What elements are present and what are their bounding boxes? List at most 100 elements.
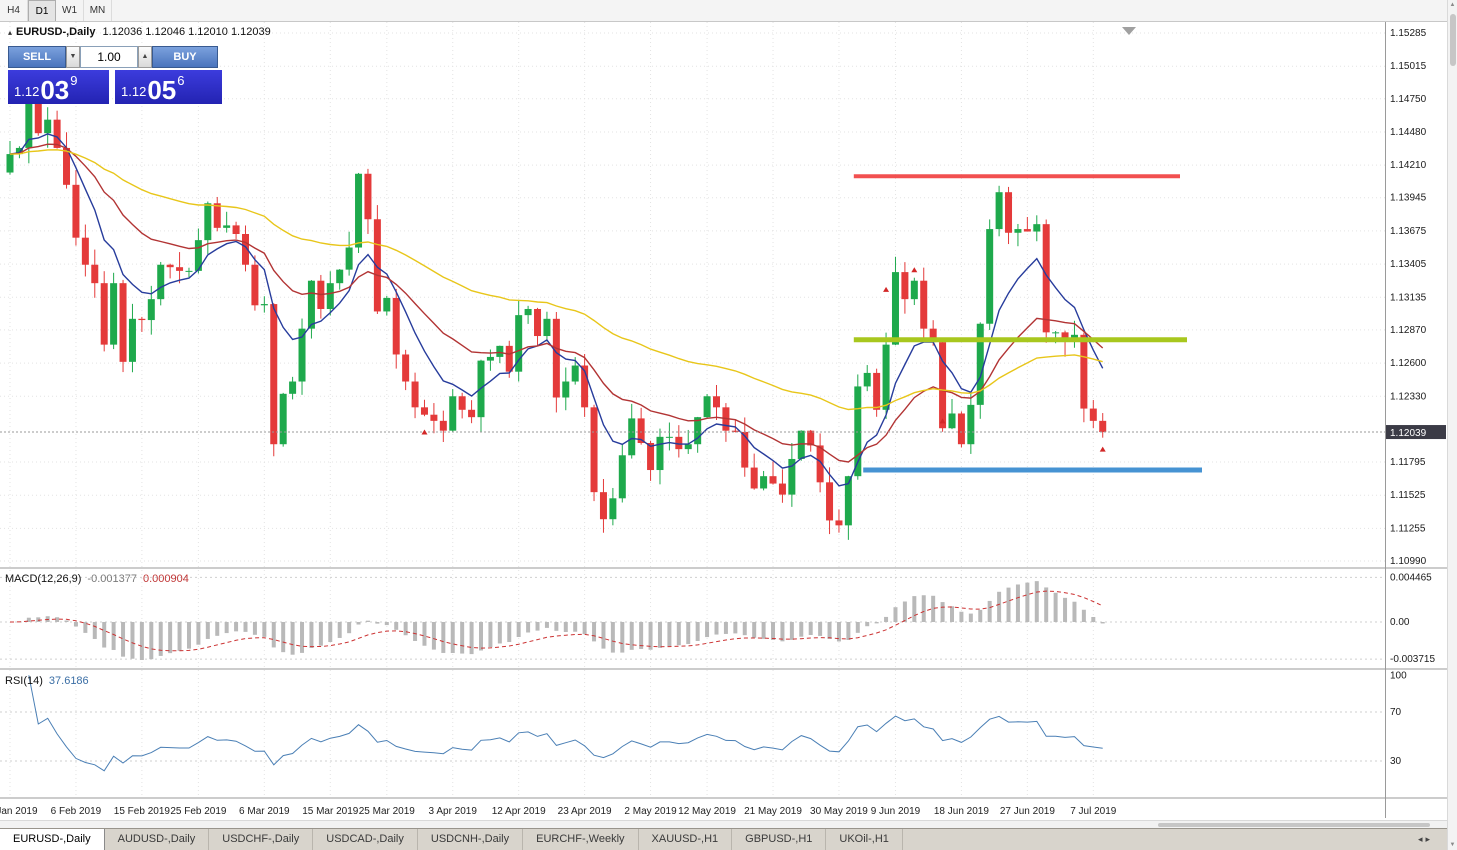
symbol-tab-bar: EURUSD-,Daily AUDUSD-,Daily USDCHF-,Daily U… [0, 828, 1447, 850]
date-axis-label: 12 Apr 2019 [492, 806, 546, 817]
date-axis-label: 25 Mar 2019 [359, 806, 416, 817]
date-axis-label: 2 May 2019 [624, 806, 677, 817]
rsi-line [28, 675, 1103, 772]
date-axis-label: 28 Jan 2019 [0, 806, 38, 817]
date-axis-label: 25 Feb 2019 [170, 806, 227, 817]
date-axis-label: 15 Feb 2019 [114, 806, 171, 817]
price-axis-label: 1.14480 [1390, 127, 1427, 138]
sell-price-sup: 9 [70, 73, 78, 88]
macd-main-value: -0.001377 [87, 573, 137, 585]
collapse-panel-icon[interactable]: ▴ [8, 28, 13, 37]
chart-symbol-label: EURUSD-,Daily [16, 26, 96, 38]
chart-shift-marker-icon [1122, 27, 1136, 35]
symbol-tab-eurusd[interactable]: EURUSD-,Daily [0, 829, 105, 850]
macd-axis-label: 0.00 [1390, 617, 1410, 628]
price-axis-label: 1.11525 [1390, 490, 1426, 501]
one-click-trade-row: SELL ▼ ▲ BUY [8, 46, 218, 68]
rsi-indicator-label: RSI(14) 37.6186 [5, 675, 89, 687]
date-axis-label: 15 Mar 2019 [302, 806, 359, 817]
rsi-axis-label: 100 [1390, 670, 1407, 681]
symbol-tab-usdchf[interactable]: USDCHF-,Daily [209, 829, 314, 850]
tab-scroll-arrows[interactable]: ◂▸ [1418, 829, 1433, 850]
current-price-box [1386, 425, 1446, 440]
price-axis-label: 1.13675 [1390, 226, 1427, 237]
date-axis-label: 6 Mar 2019 [239, 806, 290, 817]
date-axis-label: 18 Jun 2019 [934, 806, 989, 817]
one-click-price-row: 1.12 03 9 1.12 05 6 [8, 70, 222, 104]
scroll-up-icon[interactable]: ▲ [1449, 2, 1456, 8]
drawn-objects-layer [853, 174, 1202, 473]
buy-price-sup: 6 [177, 73, 185, 88]
date-axis-label: 27 Jun 2019 [1000, 806, 1055, 817]
chart-header: ▴ EURUSD-,Daily 1.12036 1.12046 1.12010 1.… [8, 26, 271, 38]
symbol-tab-audusd[interactable]: AUDUSD-,Daily [105, 829, 210, 850]
symbol-tab-usdcnh[interactable]: USDCNH-,Daily [418, 829, 524, 850]
symbol-tab-usdcad[interactable]: USDCAD-,Daily [313, 829, 418, 850]
timeframe-tab-d1[interactable]: D1 [28, 0, 56, 21]
timeframe-tab-mn[interactable]: MN [84, 0, 112, 21]
buy-price-big: 05 [147, 75, 177, 105]
vertical-scrollbar: ▲ ▼ [1447, 0, 1457, 850]
horizontal-scrollbar [0, 820, 1447, 828]
rsi-name: RSI(14) [5, 675, 43, 687]
tab-scroll-left-icon[interactable]: ◂ [1417, 834, 1426, 844]
price-axis-label: 1.15285 [1390, 28, 1427, 39]
buy-price-box[interactable]: 1.12 05 6 [115, 70, 222, 104]
tab-scroll-right-icon[interactable]: ▸ [1425, 834, 1433, 844]
price-axis-label: 1.13135 [1390, 292, 1427, 303]
date-axis-label: 6 Feb 2019 [51, 806, 102, 817]
price-axis-label: 1.13945 [1390, 193, 1427, 204]
moving-averages-layer [9, 133, 1104, 487]
current-price-label: 1.12039 [1390, 428, 1427, 439]
buy-price-prefix: 1.12 [121, 84, 147, 99]
signal-markers-layer [421, 267, 1106, 452]
price-axis-label: 1.14750 [1390, 94, 1427, 105]
chart-canvas[interactable]: 1.15285 1.15015 1.14750 1.14480 1.14210 1.139… [0, 22, 1447, 820]
rsi-value: 37.6186 [48, 675, 89, 687]
date-axis-label: 3 Apr 2019 [429, 806, 478, 817]
price-axis-label: 1.11795 [1390, 457, 1426, 468]
price-axis-label: 1.11255 [1390, 523, 1426, 534]
sell-button[interactable]: SELL [8, 46, 66, 68]
symbol-tab-xauusd[interactable]: XAUUSD-,H1 [639, 829, 733, 850]
volume-input[interactable] [80, 46, 138, 68]
date-axis-label: 30 May 2019 [810, 806, 868, 817]
symbol-tab-eurchf[interactable]: EURCHF-,Weekly [523, 829, 639, 850]
macd-signal-value: 0.000904 [142, 573, 189, 585]
sell-price-prefix: 1.12 [14, 84, 40, 99]
macd-name: MACD(12,26,9) [5, 573, 82, 585]
date-axis-label: 23 Apr 2019 [558, 806, 612, 817]
timeframe-bar: H4 D1 W1 MN [0, 0, 1447, 22]
grid-layer [0, 22, 1385, 797]
price-axis-label: 1.15015 [1390, 61, 1427, 72]
price-axis-label: 1.14210 [1390, 160, 1427, 171]
price-axis-label: 1.12600 [1390, 358, 1427, 369]
buy-button[interactable]: BUY [152, 46, 218, 68]
date-axis-label: 7 Jul 2019 [1070, 806, 1117, 817]
timeframe-tab-h4[interactable]: H4 [0, 0, 28, 21]
macd-layer [9, 581, 1105, 660]
chart-ohlc-quotes: 1.12036 1.12046 1.12010 1.12039 [102, 26, 271, 38]
price-axis-label: 1.12870 [1390, 325, 1427, 336]
volume-decrease-button[interactable]: ▼ [66, 46, 80, 68]
candles-layer [6, 79, 1107, 540]
sell-price-box[interactable]: 1.12 03 9 [8, 70, 109, 104]
price-axis-label: 1.12330 [1390, 391, 1427, 402]
sell-price-big: 03 [40, 75, 70, 105]
symbol-tab-gbpusd[interactable]: GBPUSD-,H1 [732, 829, 827, 850]
macd-indicator-label: MACD(12,26,9) -0.001377 0.000904 [5, 573, 189, 585]
chart-area: 1.15285 1.15015 1.14750 1.14480 1.14210 1.139… [0, 22, 1447, 820]
timeframe-tab-w1[interactable]: W1 [56, 0, 84, 21]
price-axis: 1.15285 1.15015 1.14750 1.14480 1.14210 1.139… [1390, 28, 1427, 567]
symbol-tab-ukoil[interactable]: UKOil-,H1 [826, 829, 903, 850]
scroll-down-icon[interactable]: ▼ [1449, 842, 1456, 848]
horizontal-scrollbar-thumb[interactable] [1158, 823, 1430, 827]
price-axis-label: 1.13405 [1390, 259, 1427, 270]
price-axis-label: 1.10990 [1390, 556, 1427, 567]
date-axis-label: 21 May 2019 [744, 806, 802, 817]
rsi-axis-label: 70 [1390, 707, 1402, 718]
volume-increase-button[interactable]: ▲ [138, 46, 152, 68]
vertical-scrollbar-thumb[interactable] [1450, 14, 1456, 66]
